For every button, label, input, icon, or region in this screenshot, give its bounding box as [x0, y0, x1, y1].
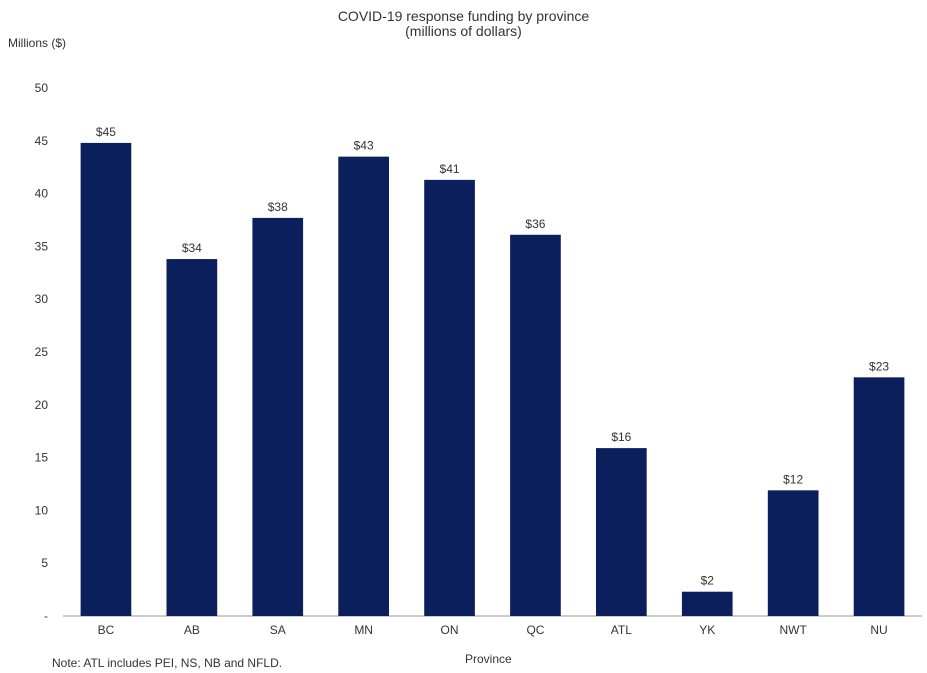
y-tick-label: 35 [35, 239, 49, 253]
bar [166, 259, 218, 616]
data-label: $41 [440, 162, 460, 176]
bar [767, 490, 819, 616]
y-axis-label: Millions ($) [8, 36, 67, 50]
x-tick-label: BC [98, 623, 115, 637]
y-tick-label: 10 [35, 503, 49, 517]
chart-subtitle: (millions of dollars) [405, 23, 522, 39]
x-tick-label: AB [184, 623, 200, 637]
x-tick-label: NWT [779, 623, 807, 637]
footnote: Note: ATL includes PEI, NS, NB and NFLD. [52, 656, 283, 670]
x-tick-label: YK [699, 623, 715, 637]
data-label: $23 [869, 359, 889, 373]
x-tick-label: SA [270, 623, 286, 637]
x-tick-label: MN [354, 623, 373, 637]
bar [252, 217, 304, 616]
bar [681, 591, 733, 616]
data-label: $34 [182, 241, 202, 255]
bar [338, 156, 389, 616]
y-tick-label: 30 [35, 292, 49, 306]
bar [853, 377, 905, 616]
x-tick-label: ATL [611, 623, 632, 637]
data-label: $45 [96, 125, 116, 139]
y-tick-label: - [44, 609, 48, 623]
bar [596, 448, 647, 616]
y-tick-label: 20 [35, 398, 49, 412]
data-label: $36 [525, 217, 545, 231]
y-tick-label: 45 [35, 134, 49, 148]
data-label: $2 [701, 574, 715, 588]
data-label: $43 [354, 139, 374, 153]
chart-title: COVID-19 response funding by province [337, 8, 590, 24]
y-tick-label: 25 [35, 345, 49, 359]
bar [80, 142, 132, 617]
data-label: $12 [783, 472, 803, 486]
bar [510, 234, 561, 616]
y-tick-label: 40 [35, 187, 49, 201]
data-label: $16 [611, 430, 631, 444]
x-axis-label: Province [465, 652, 512, 666]
y-tick-label: 50 [35, 81, 49, 95]
data-label: $38 [268, 200, 288, 214]
x-tick-label: NU [870, 623, 887, 637]
y-tick-label: 15 [35, 451, 49, 465]
x-tick-label: QC [526, 623, 544, 637]
y-tick-label: 5 [41, 556, 48, 570]
bar [424, 179, 475, 616]
x-tick-label: ON [441, 623, 459, 637]
